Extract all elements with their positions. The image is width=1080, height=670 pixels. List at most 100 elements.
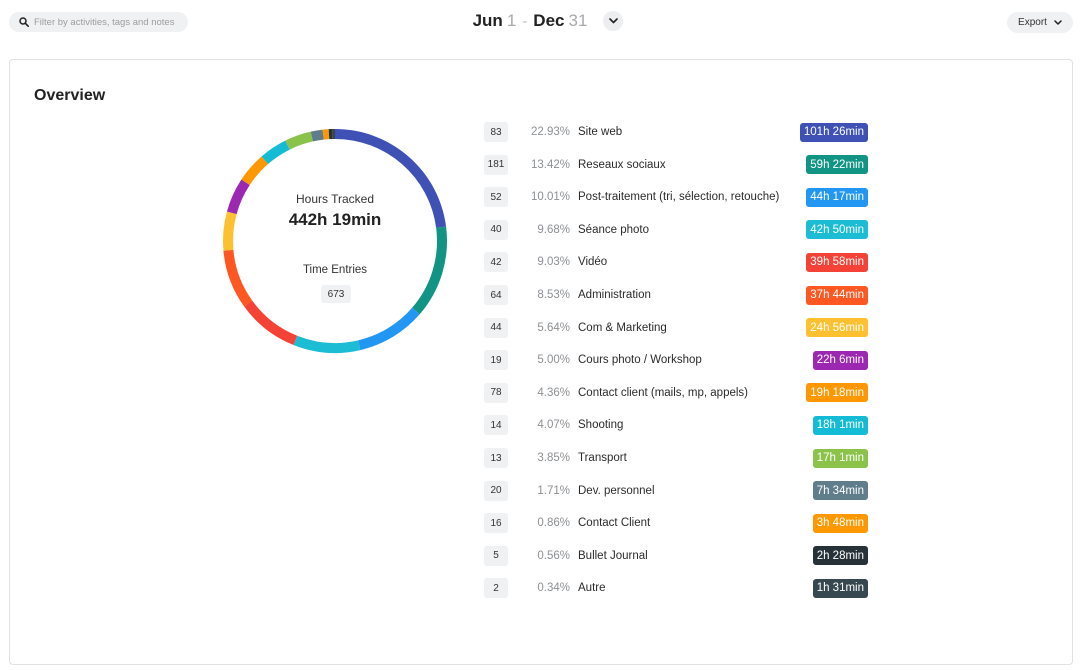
activity-name: Reseaux sociaux: [578, 158, 666, 171]
activity-row[interactable]: 16 0.86% Contact Client 3h 48min: [482, 513, 872, 534]
activity-name: Transport: [578, 452, 627, 464]
donut-slice[interactable]: [412, 226, 447, 315]
donut-slice[interactable]: [332, 129, 335, 140]
donut-slice[interactable]: [223, 249, 253, 307]
donut-slice[interactable]: [226, 179, 250, 215]
date-separator: -: [522, 12, 528, 30]
date-range-dropdown-button[interactable]: [603, 11, 624, 31]
time-entries-label: Time Entries: [302, 264, 368, 276]
hours-tracked-label: Hours Tracked: [295, 192, 375, 206]
search-input[interactable]: [34, 16, 184, 28]
duration-badge: 44h 17min: [806, 187, 868, 207]
entry-count-badge: 42: [484, 252, 508, 273]
entry-count-badge: 16: [484, 513, 508, 534]
activity-row[interactable]: 64 8.53% Administration 37h 44min: [482, 285, 872, 305]
activity-row[interactable]: 14 4.07% Shooting 18h 1min: [482, 415, 872, 436]
activity-row[interactable]: 2 0.34% Autre 1h 31min: [482, 578, 872, 599]
activity-row[interactable]: 20 1.71% Dev. personnel 7h 34min: [482, 480, 872, 501]
activity-name: Dev. personnel: [578, 484, 655, 497]
activity-name: Autre: [578, 582, 606, 595]
entry-count-badge: 20: [484, 480, 508, 501]
start-day[interactable]: 1: [506, 11, 517, 30]
donut-slice[interactable]: [322, 129, 330, 140]
search-box[interactable]: [9, 12, 188, 32]
donut-slice[interactable]: [328, 129, 333, 140]
hours-tracked-value: 442h 19min: [288, 210, 382, 229]
activity-percent: 0.56%: [537, 549, 570, 562]
duration-badge: 37h 44min: [806, 285, 868, 305]
donut-slice[interactable]: [335, 129, 447, 228]
activity-percent: 1.71%: [537, 484, 570, 497]
activity-name: Administration: [578, 289, 651, 301]
export-label: Export: [1018, 17, 1047, 28]
activity-row[interactable]: 40 9.68% Séance photo 42h 50min: [482, 219, 872, 240]
entry-count-badge: 78: [484, 382, 508, 403]
activity-row[interactable]: 42 9.03% Vidéo 39h 58min: [482, 252, 872, 273]
time-entries-badge: 673: [321, 285, 351, 303]
activity-percent: 4.07%: [537, 419, 570, 432]
activity-row[interactable]: 13 3.85% Transport 17h 1min: [482, 448, 872, 468]
activity-percent: 22.93%: [530, 126, 570, 138]
activity-name: Site web: [578, 126, 623, 138]
activity-percent: 0.86%: [537, 517, 570, 530]
duration-badge: 42h 50min: [806, 220, 868, 240]
activity-row[interactable]: 83 22.93% Site web 101h 26min: [482, 122, 872, 142]
duration-badge: 18h 1min: [812, 415, 868, 435]
start-month[interactable]: Jun: [472, 11, 503, 30]
donut-slice[interactable]: [223, 211, 237, 251]
entry-count-badge: 64: [484, 285, 508, 305]
donut-slice[interactable]: [358, 307, 420, 351]
activity-percent: 9.03%: [537, 256, 570, 269]
activity-percent: 3.85%: [537, 452, 570, 464]
export-button[interactable]: Export: [1007, 12, 1073, 33]
activity-name: Cours photo / Workshop: [578, 354, 702, 367]
activity-percent: 8.53%: [537, 289, 570, 301]
donut-chart: Hours Tracked 442h 19min Time Entries 67…: [217, 123, 453, 359]
activity-name: Contact client (mails, mp, appels): [578, 386, 749, 399]
end-day[interactable]: 31: [568, 11, 588, 30]
duration-badge: 24h 56min: [806, 318, 868, 338]
duration-badge: 22h 6min: [812, 350, 868, 370]
entry-count-badge: 13: [484, 448, 508, 468]
duration-badge: 17h 1min: [812, 448, 868, 468]
donut-slice[interactable]: [293, 335, 361, 353]
duration-badge: 19h 18min: [806, 383, 868, 403]
activity-name: Com & Marketing: [578, 321, 667, 334]
activity-percent: 5.64%: [537, 321, 570, 334]
activity-row[interactable]: 19 5.00% Cours photo / Workshop 22h 6min: [482, 350, 872, 371]
donut-slice[interactable]: [285, 131, 313, 150]
donut-slice[interactable]: [244, 300, 298, 346]
duration-badge: 101h 26min: [799, 122, 868, 142]
activity-name: Séance photo: [578, 223, 649, 236]
entry-count-badge: 44: [484, 317, 508, 338]
entry-count-badge: 83: [484, 122, 508, 142]
duration-badge: 7h 34min: [812, 481, 868, 501]
duration-badge: 2h 28min: [812, 546, 868, 566]
entry-count-badge: 40: [484, 219, 508, 240]
activity-row[interactable]: 78 4.36% Contact client (mails, mp, appels…: [482, 382, 872, 403]
entry-count-badge: 181: [484, 154, 508, 175]
activity-row[interactable]: 181 13.42% Reseaux sociaux 59h 22min: [482, 154, 872, 175]
activity-row[interactable]: 52 10.01% Post-traitement (tri, sélection,…: [482, 187, 872, 208]
activity-row[interactable]: 44 5.64% Com & Marketing 24h 56min: [482, 317, 872, 338]
date-range: Jun 1 - Dec 31: [0, 11, 1080, 31]
entry-count-badge: 19: [484, 350, 508, 371]
activity-row[interactable]: 5 0.56% Bullet Journal 2h 28min: [482, 545, 872, 566]
activity-name: Bullet Journal: [578, 549, 648, 562]
entry-count-badge: 5: [484, 545, 508, 566]
activity-percent: 5.00%: [537, 354, 570, 367]
activity-name: Contact Client: [578, 517, 651, 530]
donut-slice[interactable]: [261, 140, 290, 165]
search-icon: [19, 17, 29, 27]
donut-slice[interactable]: [241, 156, 269, 186]
duration-badge: 3h 48min: [812, 513, 868, 533]
activity-percent: 9.68%: [537, 223, 570, 236]
donut-svg: [223, 129, 447, 353]
activity-name: Vidéo: [578, 256, 608, 269]
donut-slice[interactable]: [310, 129, 324, 142]
overview-card: Overview Hours Tracked 442h 19min Time E…: [9, 59, 1073, 665]
entry-count-badge: 14: [484, 415, 508, 436]
entry-count-badge: 2: [484, 578, 508, 599]
end-month[interactable]: Dec: [533, 11, 565, 30]
activity-percent: 13.42%: [530, 158, 570, 171]
